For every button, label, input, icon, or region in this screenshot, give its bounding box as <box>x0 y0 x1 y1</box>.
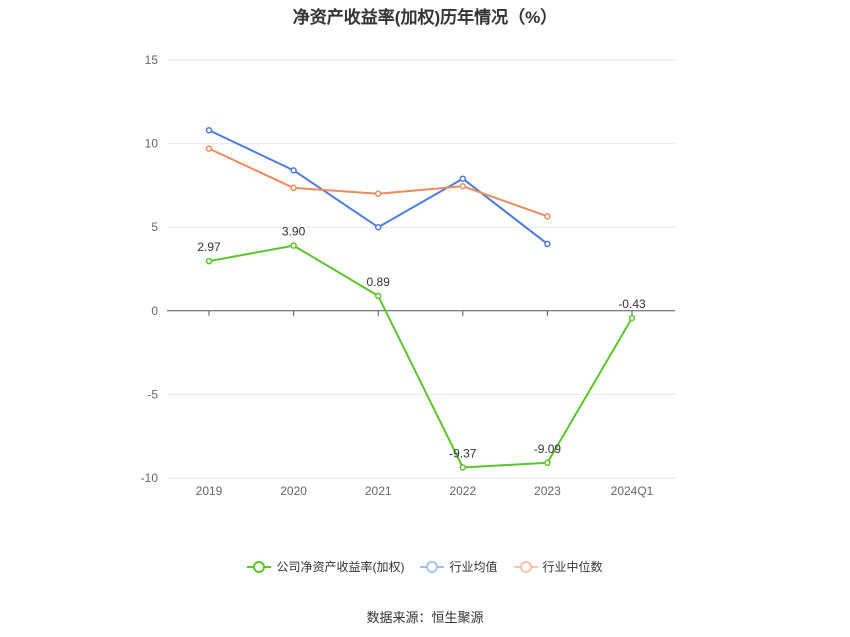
x-axis: 2019 2020 2021 2022 2023 2024Q1 <box>167 310 675 498</box>
y-tick-label: 0 <box>151 304 158 318</box>
data-point <box>544 213 551 220</box>
x-tick-label: 2021 <box>365 484 392 498</box>
data-point <box>544 459 551 467</box>
data-point <box>459 175 467 182</box>
data-label: -0.43 <box>618 297 646 311</box>
series-lines <box>205 126 636 471</box>
x-tick-label: 2019 <box>196 484 223 498</box>
data-label: -9.09 <box>534 442 562 456</box>
series-line <box>208 147 548 218</box>
y-axis-ticks: 15 10 5 0 -5 -10 <box>141 53 159 485</box>
legend: 公司净资产收益率(加权) 行业均值 行业中位数 <box>0 558 850 575</box>
gridlines <box>167 59 675 479</box>
data-point <box>205 126 213 134</box>
data-point <box>374 223 382 231</box>
x-tick-label: 2022 <box>449 484 476 498</box>
data-label: 3.90 <box>282 225 306 239</box>
data-point <box>374 190 382 198</box>
series-line <box>208 244 633 469</box>
y-tick-label: -5 <box>147 387 158 401</box>
legend-label: 行业中位数 <box>542 560 603 574</box>
data-labels: 2.97 3.90 0.89 -9.37 -9.09 -0.43 <box>197 225 646 461</box>
data-label: 2.97 <box>197 240 221 254</box>
data-point <box>628 314 636 322</box>
data-point <box>459 464 467 471</box>
line-chart: 15 10 5 0 -5 -10 2019 2020 2021 2022 2023 2024Q1 2… <box>141 53 675 498</box>
legend-item-industry-mean[interactable]: 行业均值 <box>420 558 498 575</box>
data-point <box>205 145 213 152</box>
chart-title: 净资产收益率(加权)历年情况（%） <box>292 8 558 27</box>
x-tick-label: 2020 <box>280 484 307 498</box>
legend-label: 公司净资产收益率(加权) <box>276 560 405 574</box>
legend-marker-icon <box>420 560 445 574</box>
y-tick-label: -10 <box>141 471 159 485</box>
data-point <box>374 292 382 300</box>
data-point <box>205 257 213 265</box>
legend-marker-icon <box>513 560 538 574</box>
data-point <box>459 182 467 190</box>
data-point <box>544 240 551 248</box>
y-tick-label: 10 <box>145 137 159 151</box>
x-tick-label: 2023 <box>534 484 561 498</box>
y-tick-label: 15 <box>145 53 159 67</box>
data-label: 0.89 <box>367 275 391 289</box>
data-point <box>290 184 297 192</box>
legend-marker-icon <box>247 560 272 574</box>
data-point <box>290 242 297 249</box>
legend-label: 行业均值 <box>449 560 498 574</box>
legend-item-industry-median[interactable]: 行业中位数 <box>513 558 603 575</box>
legend-item-company[interactable]: 公司净资产收益率(加权) <box>247 558 404 575</box>
y-tick-label: 5 <box>151 220 158 234</box>
data-point <box>290 167 297 174</box>
data-source: 数据来源：恒生聚源 <box>366 610 484 625</box>
x-tick-label: 2024Q1 <box>611 484 654 498</box>
data-label: -9.37 <box>449 446 477 460</box>
